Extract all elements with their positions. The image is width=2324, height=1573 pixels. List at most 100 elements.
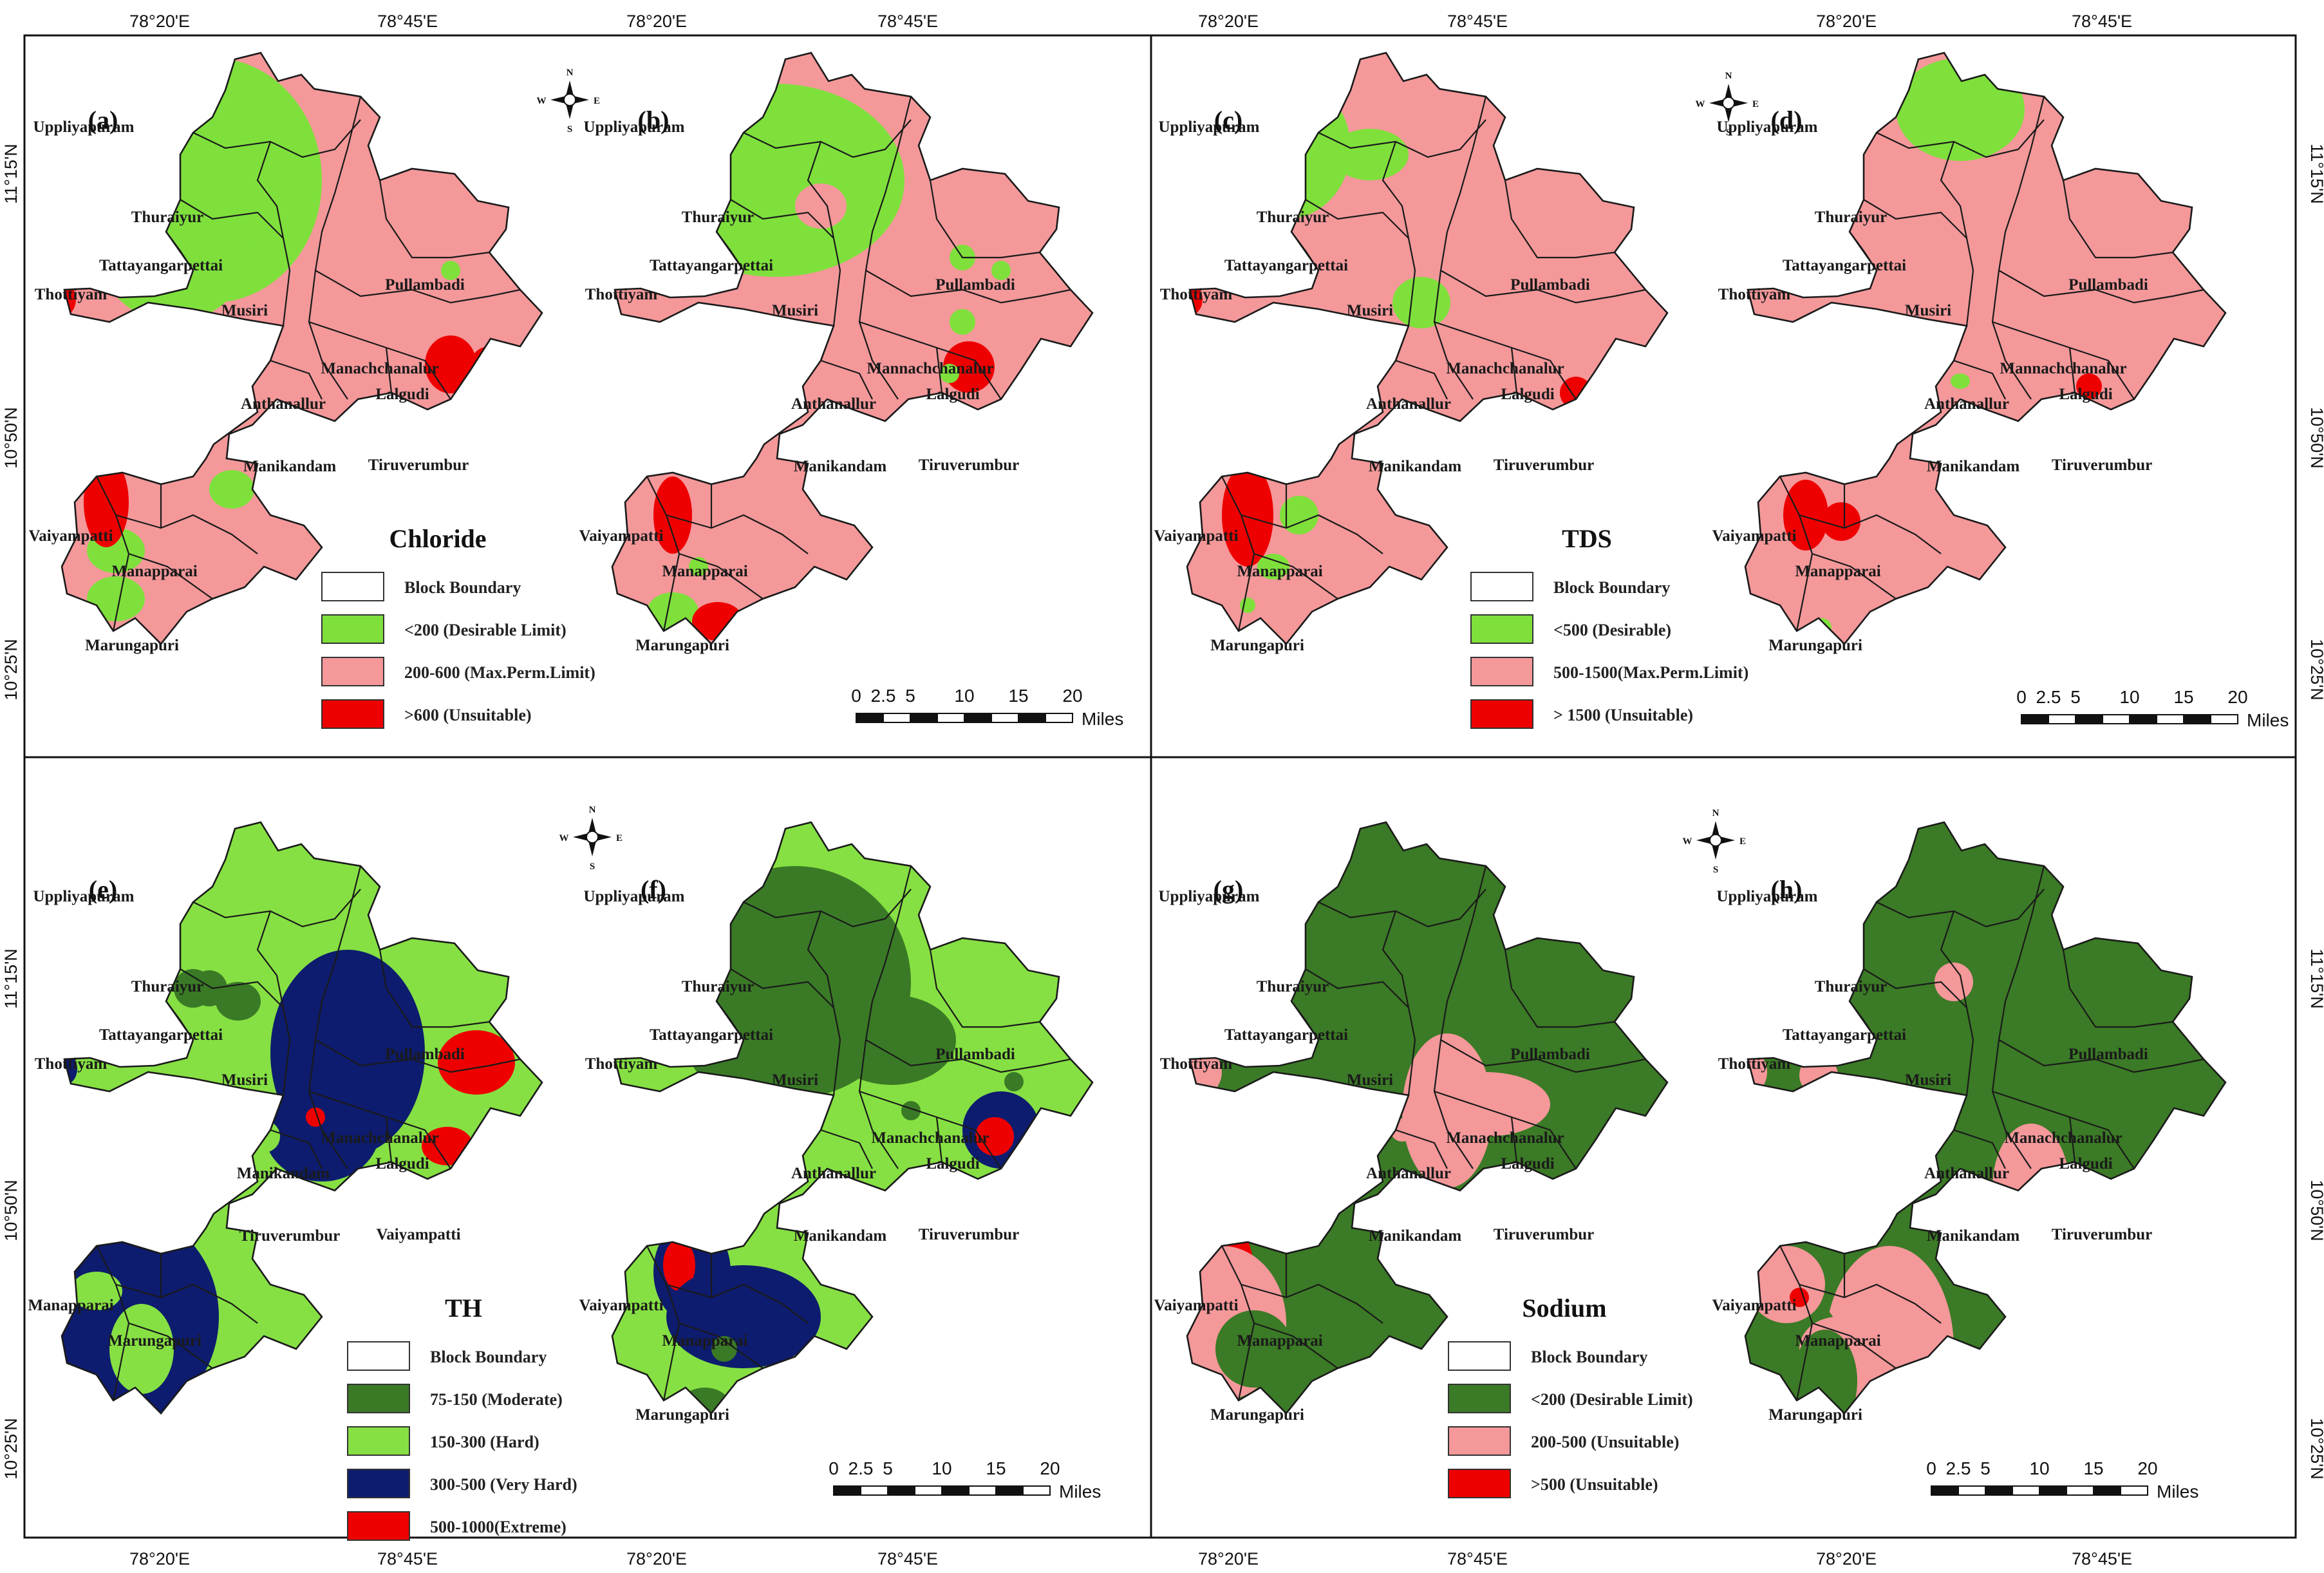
scale-tick-label: 5 [1980, 1458, 1991, 1478]
latitude-label: 10°25'N [1, 639, 21, 701]
block-label: Pullambadi [1510, 276, 1590, 294]
block-label: Vaiyampatti [376, 1226, 460, 1243]
scale-segment [2093, 1485, 2121, 1496]
scale-segment [941, 1485, 970, 1496]
zone-high [1222, 464, 1273, 567]
panel-label: (c) [1214, 106, 1242, 135]
legend-swatch [347, 1511, 410, 1541]
map-panel: Uppliyapuram Thuraiyur Tattayangarpettai Th… [1712, 52, 2227, 654]
legend-label: > 1500 (Unsuitable) [1553, 706, 1693, 724]
scale-segment [2021, 714, 2049, 724]
legend-swatch [347, 1384, 410, 1413]
legend-swatch [1470, 657, 1533, 686]
block-label: Tiruverumbur [1494, 1226, 1595, 1243]
scale-segment [1931, 1485, 1959, 1496]
block-label: Anthanallur [791, 1165, 876, 1182]
block-label: Manachchanalur [1446, 360, 1564, 377]
legend: Sodium Block Boundary <200 (Desirable Limi… [1448, 1294, 1693, 1498]
legend-label: 150-300 (Hard) [430, 1433, 539, 1451]
scale-segment [964, 713, 992, 723]
block-label: Pullambadi [2068, 1046, 2148, 1063]
zone-low [1775, 236, 1798, 259]
scale-tick-label: 20 [2227, 687, 2247, 707]
latitude-label: 11°15'N [2307, 144, 2324, 204]
scale-segment [883, 713, 911, 723]
zone-low [191, 970, 227, 1006]
scale-segment [2102, 714, 2130, 724]
zone-low [1799, 1056, 1838, 1095]
scale-segment [2039, 1485, 2067, 1496]
north-arrow-icon: N S E W [1696, 71, 1759, 138]
zone-high [975, 1117, 1014, 1156]
longitude-label: 78°20'E [626, 1549, 687, 1568]
scale-segment [1022, 1485, 1051, 1496]
block-label: Thuraiyur [682, 209, 754, 226]
block-label: Uppliyapuram [1159, 888, 1260, 905]
scale-tick-label: 2.5 [848, 1458, 874, 1478]
block-label: Marungapuri [85, 637, 179, 654]
scale-tick-label: 2.5 [2036, 687, 2061, 707]
block-label: Manikandam [794, 1227, 887, 1245]
block-label: Manikandam [1927, 1227, 2020, 1245]
longitude-labels-top: 78°20'E 78°45'E 78°20'E 78°45'E 78°20'E 78°45… [129, 12, 2132, 31]
zone-low [1392, 277, 1450, 328]
block-label: Musiri [1905, 1071, 1951, 1089]
scale-tick-label: 5 [905, 686, 915, 706]
zone-low [193, 618, 245, 644]
longitude-label: 78°45'E [1447, 12, 1508, 31]
zone-mid [789, 1394, 827, 1413]
block-label: Manachchanalur [2004, 1129, 2122, 1147]
longitude-label: 78°45'E [1447, 1549, 1508, 1568]
scale-segment [1045, 713, 1073, 723]
block-label: Manachchanalur [871, 1129, 989, 1147]
legend: TH Block Boundary 75-150 (Moderate) 150-300… [347, 1294, 577, 1541]
block-label: Thuraiyur [131, 978, 204, 995]
latitude-label: 10°50'N [2307, 1180, 2324, 1241]
scale-tick-label: 0 [1926, 1458, 1936, 1478]
zone-low [647, 84, 904, 277]
zone-high [2076, 373, 2102, 399]
block-label: Vaiyampatti [579, 1297, 663, 1314]
longitude-label: 78°45'E [377, 12, 438, 31]
block-label: Marungapuri [635, 1406, 729, 1424]
scale-segment [2012, 1485, 2040, 1496]
block-label: Thuraiyur [1815, 978, 1888, 995]
scale-tick-label: 20 [1062, 686, 1082, 706]
block-label: Marungapuri [1210, 637, 1304, 654]
block-label: Musiri [1347, 1071, 1393, 1089]
block-label: Tattayangarpettai [650, 1026, 773, 1044]
legend-title: TDS [1562, 524, 1612, 553]
block-label: Anthanallur [1924, 395, 2009, 413]
scale-segment [937, 713, 965, 723]
block-label: Vaiyampatti [1712, 1297, 1796, 1314]
scale-tick-label: 2.5 [1946, 1458, 1971, 1478]
block-label: Manapparai [111, 563, 197, 580]
scale-segment [2156, 714, 2184, 724]
block-label: Marungapuri [1768, 1406, 1862, 1424]
frame [23, 34, 2297, 1539]
block-label: Tiruverumbur [2052, 1226, 2153, 1243]
block-label: Vaiyampatti [1154, 1297, 1238, 1314]
zone-low [950, 309, 975, 335]
latitude-label: 10°25'N [1, 1418, 21, 1480]
compass-s: S [1726, 127, 1731, 138]
block-label: Marungapuri [1210, 1406, 1304, 1424]
legend-label: <200 (Desirable Limit) [404, 621, 567, 639]
zone-high [470, 346, 509, 385]
zone-low [1240, 598, 1255, 613]
compass-s: S [567, 124, 572, 135]
zone-low [87, 576, 145, 621]
legend-title: Sodium [1522, 1294, 1606, 1323]
zone-base [248, 1120, 280, 1153]
compass-e: E [1752, 99, 1759, 109]
north-arrow-icon: N S E W [559, 805, 623, 872]
legend-label: 300-500 (Very Hard) [430, 1475, 577, 1494]
block-label: Anthanallur [1366, 395, 1451, 413]
scale-tick-label: 5 [2070, 687, 2081, 707]
legend-label: Block Boundary [1553, 578, 1670, 597]
zone-low [1331, 129, 1409, 180]
block-label: Manapparai [1795, 563, 1880, 580]
